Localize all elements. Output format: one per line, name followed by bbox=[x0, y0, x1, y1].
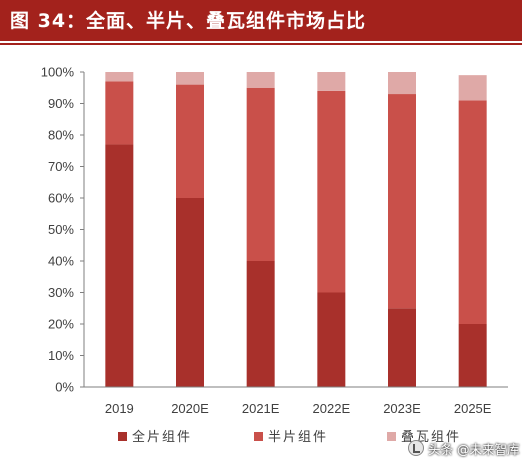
bar-segment-series-2-2022E bbox=[317, 72, 346, 91]
y-tick-label: 60% bbox=[48, 191, 74, 206]
watermark-text: 头条 @未来智库 bbox=[428, 441, 520, 457]
x-tick-label: 2022E bbox=[313, 401, 351, 416]
bar-segment-series-0-2019 bbox=[105, 144, 134, 387]
y-tick-label: 30% bbox=[48, 285, 74, 300]
bar-segment-series-0-2025E bbox=[458, 324, 487, 387]
bar-segment-series-2-2021E bbox=[246, 72, 275, 88]
bar-segment-series-2-2019 bbox=[105, 72, 134, 82]
bar-segment-series-0-2021E bbox=[246, 261, 275, 387]
y-tick-label: 50% bbox=[48, 222, 74, 237]
legend-label-1: 半片组件 bbox=[268, 430, 328, 445]
y-tick-label: 80% bbox=[48, 128, 74, 143]
x-tick-label: 2020E bbox=[171, 401, 209, 416]
watermark-logo-icon bbox=[408, 440, 424, 456]
x-tick-label: 2019 bbox=[105, 401, 134, 416]
bar-segment-series-0-2023E bbox=[388, 308, 416, 387]
legend-swatch-2 bbox=[387, 432, 396, 441]
x-axis: 2019 2020E 2021E 2022E 2023E 2025E bbox=[84, 386, 508, 416]
legend-label-0: 全片组件 bbox=[132, 429, 192, 445]
y-tick-label: 100% bbox=[41, 65, 75, 80]
bar-segment-series-2-2023E bbox=[388, 72, 416, 95]
watermark: 头条 @未来智库 bbox=[408, 437, 519, 459]
title-underline bbox=[0, 43, 522, 45]
y-tick-label: 0% bbox=[55, 380, 74, 395]
x-tick-label: 2023E bbox=[383, 401, 421, 416]
bar-segment-series-0-2020E bbox=[176, 198, 204, 387]
y-tick-label: 90% bbox=[48, 96, 74, 111]
bar-segment-series-1-2019 bbox=[105, 81, 134, 145]
y-tick-label: 20% bbox=[48, 317, 74, 332]
chart-title: 图 34：全面、半片、叠瓦组件市场占比 bbox=[10, 10, 367, 32]
bar-segment-series-2-2025E bbox=[458, 75, 487, 101]
y-axis: 0% 10% 20% 30% 40% 50% 60% 70% 80% 90% 100% bbox=[41, 65, 85, 395]
bar-segment-series-2-2020E bbox=[176, 72, 204, 85]
y-tick-label: 10% bbox=[48, 348, 74, 363]
y-tick-label: 70% bbox=[48, 159, 74, 174]
bar-segment-series-1-2020E bbox=[176, 84, 204, 198]
bar-segment-series-1-2023E bbox=[388, 94, 416, 309]
title-bar: 图 34：全面、半片、叠瓦组件市场占比 bbox=[0, 0, 522, 41]
bar-segment-series-1-2025E bbox=[458, 100, 487, 324]
bar-segment-series-1-2021E bbox=[246, 87, 275, 261]
bar-segment-series-0-2022E bbox=[317, 292, 346, 387]
x-tick-label: 2025E bbox=[454, 401, 492, 416]
x-tick-label: 2021E bbox=[242, 401, 280, 416]
legend-swatch-0 bbox=[118, 432, 127, 441]
y-tick-label: 40% bbox=[48, 254, 74, 269]
legend-swatch-1 bbox=[254, 432, 263, 441]
bars bbox=[105, 72, 487, 387]
bar-segment-series-1-2022E bbox=[317, 90, 346, 293]
